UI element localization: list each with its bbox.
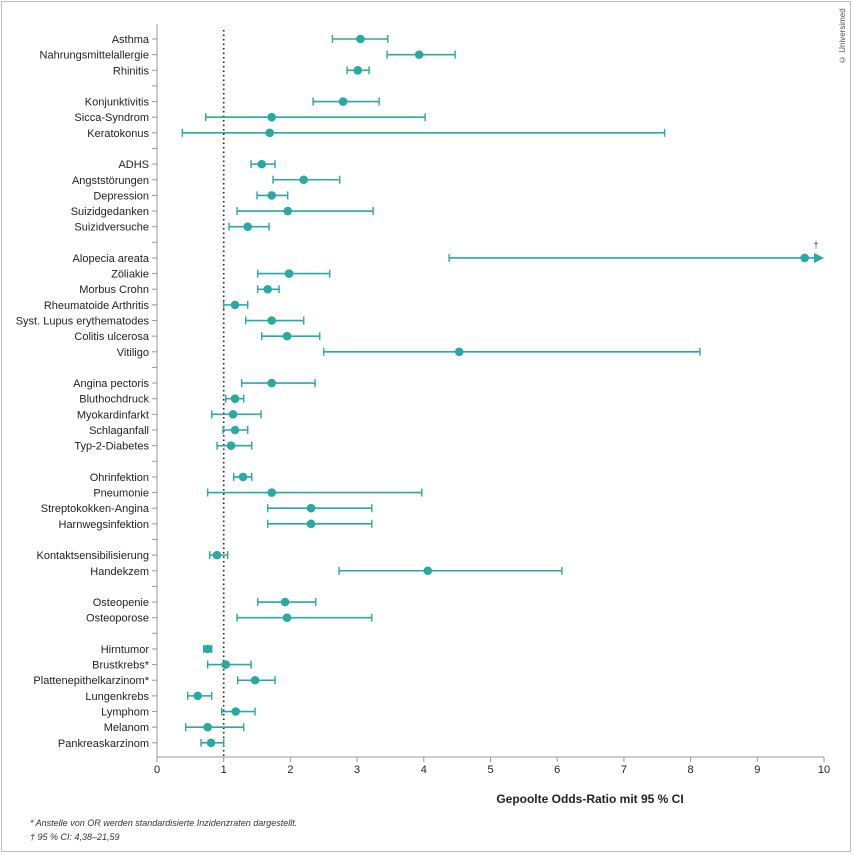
point-estimate — [226, 441, 236, 450]
row-label: Schlaganfall — [89, 425, 149, 437]
row-label: Plattenepithelkarzinom* — [33, 675, 149, 687]
point-estimate — [299, 175, 309, 185]
footnote-asterisk: * Anstelle von OR werden standardisierte… — [30, 818, 298, 828]
point-estimate — [250, 675, 260, 685]
row-label: Syst. Lupus erythematodes — [16, 316, 150, 328]
point-estimate — [267, 378, 277, 388]
row-label: Angststörungen — [72, 175, 149, 187]
point-estimate — [356, 34, 365, 44]
row-label: ADHS — [118, 159, 149, 171]
point-estimate — [230, 300, 240, 310]
point-estimate — [454, 347, 464, 357]
point-estimate — [280, 597, 290, 607]
point-estimate — [243, 222, 253, 231]
ci-arrow — [814, 252, 824, 263]
row-label: Pankreaskarzinom — [58, 738, 149, 750]
point-estimate — [203, 644, 212, 654]
point-estimate — [238, 472, 248, 482]
point-estimate — [267, 488, 277, 497]
row-label: Suizidgedanken — [71, 206, 149, 218]
point-estimate — [267, 191, 277, 200]
x-tick-label: 2 — [287, 764, 293, 776]
row-label: Nahrungsmittelallergie — [40, 50, 149, 62]
point-estimate — [230, 425, 240, 435]
x-tick-label: 4 — [421, 764, 427, 776]
point-estimate — [230, 394, 240, 404]
point-estimate — [212, 550, 222, 560]
point-estimate — [203, 722, 212, 732]
row-label: Keratokonus — [87, 128, 149, 140]
row-label: Rhinitis — [113, 65, 150, 77]
row-label: Angina pectoris — [73, 378, 149, 390]
row-label: Morbus Crohn — [79, 284, 149, 296]
x-tick-label: 3 — [354, 764, 360, 776]
point-estimate — [282, 331, 292, 341]
row-label: Hirntumor — [101, 644, 150, 656]
x-tick-label: 9 — [754, 764, 760, 776]
row-label: Depression — [93, 190, 149, 202]
point-estimate — [306, 503, 316, 513]
point-estimate — [306, 519, 316, 529]
footnote-dagger: † 95 % CI: 4,38–21,59 — [30, 832, 120, 842]
row-label: Pneumonie — [93, 488, 149, 500]
x-tick-label: 1 — [221, 764, 227, 776]
row-label: Kontaktsensibilisierung — [36, 550, 149, 562]
row-label: Bluthochdruck — [79, 394, 149, 406]
point-estimate — [800, 253, 809, 263]
row-label: Rheumatoide Arthritis — [44, 300, 150, 312]
x-tick-label: 5 — [487, 764, 493, 776]
row-label: Lymphom — [101, 707, 149, 719]
row-label: Handekzem — [90, 566, 149, 578]
point-estimate — [193, 691, 202, 701]
row-label: Osteoporose — [86, 613, 149, 625]
point-estimate — [282, 613, 292, 622]
point-estimate — [267, 316, 277, 325]
row-label: Osteopenie — [93, 597, 149, 609]
point-estimate — [265, 128, 275, 138]
point-estimate — [231, 707, 241, 716]
row-label: Konjunktivitis — [85, 97, 150, 109]
point-estimate — [423, 566, 433, 576]
row-label: Typ-2-Diabetes — [74, 441, 149, 453]
point-estimate — [206, 738, 216, 748]
row-label: Brustkrebs* — [92, 660, 150, 672]
point-estimate — [414, 50, 424, 59]
row-label: Lungenkrebs — [85, 691, 149, 703]
row-label: Melanom — [104, 722, 149, 734]
row-label: Asthma — [112, 34, 150, 46]
row-label: Sicca-Syndrom — [74, 112, 149, 124]
row-label: Myokardinfarkt — [77, 409, 149, 421]
x-tick-label: 8 — [688, 764, 694, 776]
row-label: Zöliakie — [111, 269, 149, 281]
note-marker: † — [813, 240, 818, 250]
point-estimate — [228, 410, 238, 419]
x-tick-label: 7 — [621, 764, 627, 776]
point-estimate — [353, 65, 363, 75]
x-axis-label: Gepoolte Odds-Ratio mit 95 % CI — [496, 792, 684, 806]
x-tick-label: 10 — [818, 764, 830, 776]
x-tick-label: 0 — [154, 764, 160, 776]
point-estimate — [257, 159, 267, 169]
row-label: Streptokokken-Angina — [41, 503, 150, 515]
point-estimate — [221, 660, 231, 669]
row-label: Suizidversuche — [74, 222, 149, 234]
row-label: Alopecia areata — [73, 253, 150, 265]
row-label: Harnwegsinfektion — [59, 519, 150, 531]
point-estimate — [283, 206, 293, 216]
point-estimate — [284, 269, 294, 278]
row-label: Vitiligo — [117, 347, 149, 359]
point-estimate — [338, 97, 348, 106]
row-label: Colitis ulcerosa — [74, 331, 149, 343]
x-tick-label: 6 — [554, 764, 560, 776]
row-label: Ohrinfektion — [90, 472, 149, 484]
point-estimate — [263, 284, 273, 294]
point-estimate — [267, 112, 277, 122]
